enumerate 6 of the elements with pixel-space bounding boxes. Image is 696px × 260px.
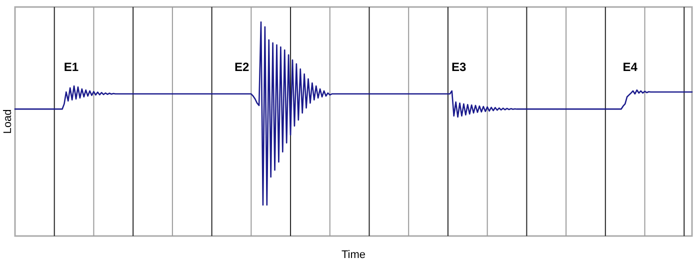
y-axis-title: Load (2, 109, 14, 134)
annotation: E4 (622, 60, 638, 74)
annotation: E1 (64, 60, 79, 74)
x-axis-title: Time (341, 249, 366, 260)
annotation: E3 (452, 60, 467, 74)
annotation: E2 (234, 60, 250, 74)
